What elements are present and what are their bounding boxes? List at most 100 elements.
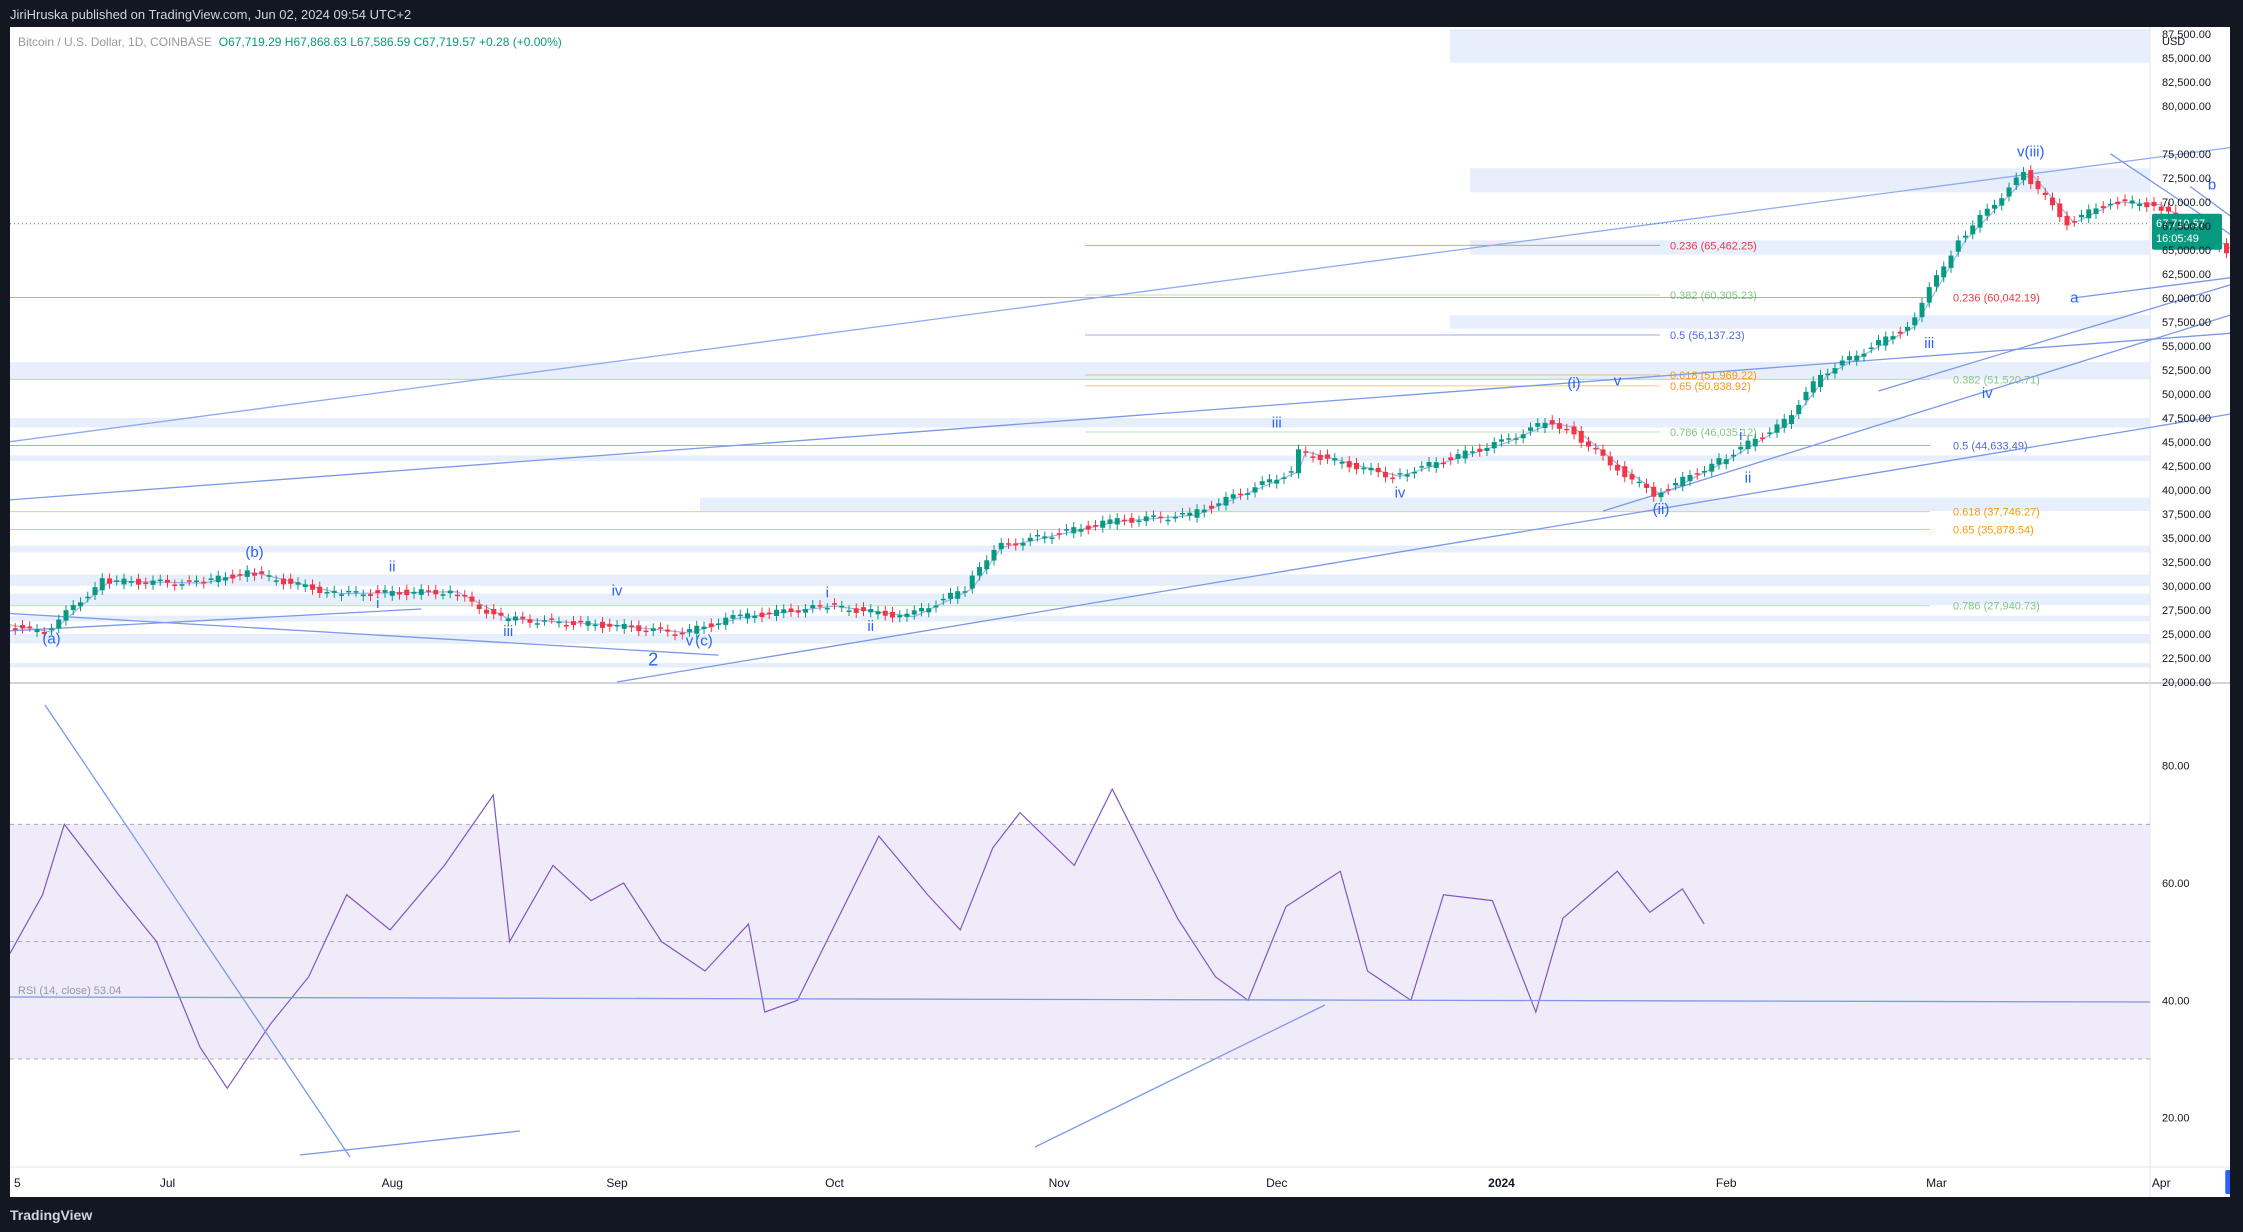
- candle-body: [1665, 488, 1671, 491]
- rsi-band: [10, 824, 2150, 1059]
- trend-line: [1602, 314, 2230, 512]
- candle-body: [1767, 432, 1773, 434]
- price-tick-label: 35,000.00: [2162, 533, 2211, 545]
- candle-body: [643, 630, 649, 633]
- candle-body: [1520, 434, 1526, 439]
- candle-body: [1238, 493, 1243, 496]
- candle-body: [571, 621, 576, 626]
- candle-body: [302, 584, 308, 588]
- candle-body: [1564, 428, 1570, 431]
- wave-label: (a): [42, 631, 60, 648]
- candle-body: [1412, 471, 1417, 474]
- candle-body: [266, 575, 272, 577]
- candle-body: [1876, 340, 1881, 346]
- symbol-header: Bitcoin / U.S. Dollar, 1D, COINBASE O67,…: [18, 35, 562, 49]
- candle-body: [1999, 198, 2005, 206]
- candle-body: [1433, 462, 1439, 468]
- candle-body: [186, 580, 192, 582]
- candle-body: [2137, 203, 2142, 207]
- wave-label: iv: [612, 583, 623, 600]
- candle-body: [476, 604, 482, 610]
- candle-body: [1644, 483, 1649, 488]
- fib-level-label: 0.236 (65,462.25): [1670, 240, 1757, 252]
- candle-body: [1535, 423, 1541, 427]
- candle-body: [353, 591, 359, 593]
- candle-body: [1745, 440, 1751, 450]
- candle-body: [411, 591, 417, 594]
- candle-body: [723, 617, 729, 625]
- candle-body: [1716, 458, 1722, 465]
- price-chart[interactable]: 0.236 (65,462.25) 0.382 (60,305.23) 0.5 (5…: [10, 27, 2230, 1197]
- change-value: +0.28 (+0.00%): [479, 35, 562, 49]
- candle-body: [1441, 462, 1446, 465]
- candle-body: [1404, 474, 1410, 477]
- time-tick-label: Dec: [1266, 1176, 1287, 1190]
- candle-body: [1071, 527, 1077, 534]
- candle-body: [853, 608, 859, 613]
- fib-level-label: 0.382 (60,305.23): [1670, 290, 1757, 302]
- candle-body: [1107, 519, 1113, 524]
- candle-body: [592, 624, 598, 627]
- price-tick-label: 67,500.00: [2162, 221, 2211, 233]
- rsi-tick-label: 40.00: [2162, 995, 2190, 1007]
- candle-body: [128, 581, 134, 583]
- candle-body: [491, 609, 497, 615]
- chart-area[interactable]: 0.236 (65,462.25) 0.382 (60,305.23) 0.5 (5…: [10, 27, 2230, 1197]
- candle-body: [2064, 215, 2070, 226]
- candle-body: [310, 584, 315, 590]
- candle-body: [1781, 418, 1787, 428]
- time-tick-label: Oct: [825, 1176, 844, 1190]
- candle-body: [1593, 447, 1599, 450]
- candle-body: [2071, 221, 2077, 223]
- price-tick-label: 65,000.00: [2162, 245, 2211, 257]
- candle-body: [150, 580, 156, 585]
- candle-body: [1694, 473, 1700, 475]
- candle-body: [41, 632, 47, 635]
- candle-body: [1992, 204, 1997, 209]
- candle-body: [99, 578, 105, 591]
- wave-label: iii: [503, 623, 513, 640]
- zone-band: [10, 593, 2150, 606]
- candle-body: [919, 608, 924, 612]
- price-tick-label: 27,500.00: [2162, 605, 2211, 617]
- price-tick-label: 85,000.00: [2162, 53, 2211, 65]
- trend-line: [2074, 277, 2230, 299]
- candle-body: [143, 582, 149, 585]
- candle-body: [1100, 520, 1106, 528]
- candle-body: [1578, 430, 1584, 443]
- candle-body: [1890, 336, 1896, 340]
- published-text: JiriHruska published on TradingView.com,…: [10, 7, 412, 22]
- candle-body: [745, 613, 750, 619]
- zone-band: [10, 633, 2150, 644]
- candle-body: [1477, 448, 1483, 452]
- candle-body: [1346, 461, 1352, 468]
- candle-body: [1883, 336, 1889, 346]
- candle-body: [1774, 424, 1780, 433]
- time-tick-label: 2024: [1488, 1176, 1515, 1190]
- candle-body: [324, 592, 330, 594]
- candle-body: [136, 578, 141, 585]
- candle-body: [346, 590, 352, 593]
- candle-body: [244, 570, 250, 577]
- candle-body: [882, 610, 888, 616]
- candle-body: [1557, 423, 1562, 429]
- candle-body: [1803, 391, 1809, 401]
- candle-body: [1339, 461, 1345, 464]
- candle-body: [629, 625, 634, 628]
- tradingview-logo[interactable]: TradingView: [10, 1207, 92, 1223]
- candle-body: [2079, 214, 2084, 218]
- candle-body: [418, 589, 424, 595]
- candle-body: [1274, 479, 1280, 484]
- candle-body: [875, 611, 881, 615]
- candle-body: [1361, 467, 1367, 470]
- candle-body: [2021, 171, 2026, 181]
- rsi-trend-line: [44, 704, 351, 1158]
- candle-body: [2050, 197, 2055, 206]
- candle-body: [230, 574, 236, 579]
- candle-body: [2115, 201, 2121, 205]
- candle-body: [1093, 525, 1098, 527]
- footer-bar: TradingView: [0, 1198, 2243, 1232]
- wave-label: ii: [867, 618, 874, 635]
- candle-body: [252, 573, 257, 576]
- price-tick-label: 75,000.00: [2162, 149, 2211, 161]
